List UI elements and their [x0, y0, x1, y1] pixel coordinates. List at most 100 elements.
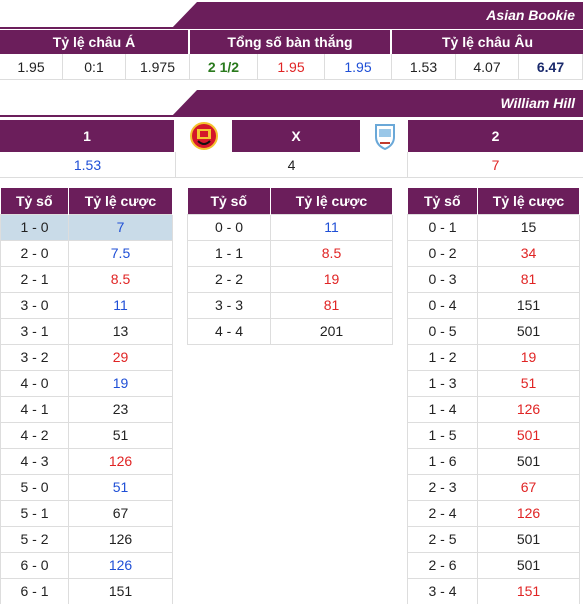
- odds-cell[interactable]: 8.5: [270, 239, 393, 267]
- odds-cell[interactable]: 29: [68, 343, 173, 371]
- odds-cell[interactable]: 151: [477, 577, 580, 604]
- total-goals-over-odds[interactable]: 1.95: [258, 54, 325, 80]
- score-row[interactable]: 4 - 3 126: [0, 447, 173, 475]
- total-goals-header: Tổng số bàn thắng: [190, 30, 392, 54]
- asian-handicap-line[interactable]: 0:1: [63, 54, 126, 80]
- odds-cell[interactable]: 19: [477, 343, 580, 371]
- score-row[interactable]: 2 - 0 7.5: [0, 239, 173, 267]
- score-row[interactable]: 6 - 1 151: [0, 577, 173, 604]
- score-row[interactable]: 5 - 2 126: [0, 525, 173, 553]
- score-row[interactable]: 0 - 2 34: [407, 239, 580, 267]
- odds-cell[interactable]: 51: [477, 369, 580, 397]
- score-row[interactable]: 1 - 1 8.5: [187, 239, 393, 267]
- odds-cell[interactable]: 19: [270, 265, 393, 293]
- odds-cell[interactable]: 51: [68, 473, 173, 501]
- score-row[interactable]: 5 - 0 51: [0, 473, 173, 501]
- odds-cell[interactable]: 23: [68, 395, 173, 423]
- score-cell: 2 - 1: [0, 265, 69, 293]
- score-cell: 4 - 2: [0, 421, 69, 449]
- odds-cell[interactable]: 34: [477, 239, 580, 267]
- score-row[interactable]: 0 - 4 151: [407, 291, 580, 319]
- score-row[interactable]: 5 - 1 67: [0, 499, 173, 527]
- odds-cell[interactable]: 126: [68, 525, 173, 553]
- asian-home-odds[interactable]: 1.95: [0, 54, 63, 80]
- score-cell: 1 - 3: [407, 369, 478, 397]
- odds-cell[interactable]: 501: [477, 317, 580, 345]
- score-row[interactable]: 3 - 3 81: [187, 291, 393, 319]
- odds-cell[interactable]: 501: [477, 525, 580, 553]
- score-row[interactable]: 0 - 5 501: [407, 317, 580, 345]
- odds-cell[interactable]: 67: [68, 499, 173, 527]
- score-cell: 6 - 0: [0, 551, 69, 579]
- odds-cell[interactable]: 13: [68, 317, 173, 345]
- european-home-odds[interactable]: 1.53: [392, 54, 456, 80]
- score-row[interactable]: 0 - 0 11: [187, 213, 393, 241]
- manchester-united-crest-icon: [190, 122, 218, 150]
- score-cell: 2 - 0: [0, 239, 69, 267]
- odds-cell[interactable]: 501: [477, 421, 580, 449]
- score-cell: 1 - 1: [187, 239, 271, 267]
- odds-cell[interactable]: 11: [270, 213, 393, 241]
- score-cell: 0 - 2: [407, 239, 478, 267]
- odds-cell[interactable]: 7.5: [68, 239, 173, 267]
- score-row[interactable]: 2 - 3 67: [407, 473, 580, 501]
- score-row[interactable]: 3 - 2 29: [0, 343, 173, 371]
- odds-cell[interactable]: 81: [270, 291, 393, 319]
- odds-cell[interactable]: 151: [477, 291, 580, 319]
- odds-cell[interactable]: 81: [477, 265, 580, 293]
- score-row[interactable]: 6 - 0 126: [0, 551, 173, 579]
- odds-cell[interactable]: 126: [68, 551, 173, 579]
- score-row[interactable]: 2 - 1 8.5: [0, 265, 173, 293]
- odds-cell[interactable]: 67: [477, 473, 580, 501]
- score-row[interactable]: 1 - 2 19: [407, 343, 580, 371]
- score-row[interactable]: 2 - 6 501: [407, 551, 580, 579]
- score-row[interactable]: 1 - 6 501: [407, 447, 580, 475]
- score-row[interactable]: 0 - 3 81: [407, 265, 580, 293]
- odds-cell[interactable]: 201: [270, 317, 393, 345]
- total-goals-line[interactable]: 2 1/2: [190, 54, 258, 80]
- score-cell: 3 - 4: [407, 577, 478, 604]
- odds-cell[interactable]: 51: [68, 421, 173, 449]
- european-away-odds[interactable]: 6.47: [519, 54, 583, 80]
- score-row[interactable]: 0 - 1 15: [407, 213, 580, 241]
- score-cell: 4 - 3: [0, 447, 69, 475]
- score-row[interactable]: 4 - 4 201: [187, 317, 393, 345]
- odds-cell[interactable]: 501: [477, 447, 580, 475]
- score-row[interactable]: 2 - 4 126: [407, 499, 580, 527]
- odds-cell[interactable]: 126: [68, 447, 173, 475]
- odds-cell[interactable]: 11: [68, 291, 173, 319]
- odds-cell[interactable]: 8.5: [68, 265, 173, 293]
- score-row[interactable]: 1 - 5 501: [407, 421, 580, 449]
- william-hill-draw-odds[interactable]: 4: [176, 152, 408, 178]
- odds-cell[interactable]: 126: [477, 395, 580, 423]
- score-row[interactable]: 4 - 2 51: [0, 421, 173, 449]
- score-row[interactable]: 1 - 4 126: [407, 395, 580, 423]
- score-row[interactable]: 4 - 0 19: [0, 369, 173, 397]
- score-row[interactable]: 3 - 4 151: [407, 577, 580, 604]
- odds-cell[interactable]: 19: [68, 369, 173, 397]
- odds-column-header: Tỷ lệ cược: [68, 188, 173, 214]
- score-row[interactable]: 1 - 3 51: [407, 369, 580, 397]
- score-row[interactable]: 3 - 0 11: [0, 291, 173, 319]
- score-row[interactable]: 2 - 5 501: [407, 525, 580, 553]
- william-hill-away-odds[interactable]: 7: [408, 152, 583, 178]
- william-hill-home-odds[interactable]: 1.53: [0, 152, 176, 178]
- score-row[interactable]: 4 - 1 23: [0, 395, 173, 423]
- score-cell: 0 - 4: [407, 291, 478, 319]
- european-draw-odds[interactable]: 4.07: [456, 54, 519, 80]
- score-row[interactable]: 3 - 1 13: [0, 317, 173, 345]
- odds-cell[interactable]: 15: [477, 213, 580, 241]
- asian-away-odds[interactable]: 1.975: [126, 54, 190, 80]
- score-column-header: Tỷ số: [407, 188, 478, 214]
- odds-cell[interactable]: 126: [477, 499, 580, 527]
- odds-cell[interactable]: 7: [68, 213, 173, 241]
- odds-cell[interactable]: 151: [68, 577, 173, 604]
- score-cell: 2 - 2: [187, 265, 271, 293]
- score-row[interactable]: 2 - 2 19: [187, 265, 393, 293]
- score-cell: 5 - 2: [0, 525, 69, 553]
- european-odds-header: Tỷ lệ châu Âu: [441, 34, 534, 50]
- score-cell: 3 - 3: [187, 291, 271, 319]
- total-goals-under-odds[interactable]: 1.95: [325, 54, 392, 80]
- odds-cell[interactable]: 501: [477, 551, 580, 579]
